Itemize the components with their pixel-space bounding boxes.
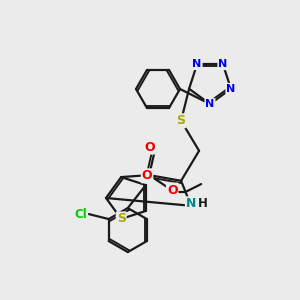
- Text: N: N: [192, 59, 202, 69]
- Text: N: N: [186, 197, 196, 210]
- Text: S: S: [117, 212, 126, 225]
- Text: N: N: [218, 59, 228, 69]
- Text: O: O: [167, 184, 178, 196]
- Text: O: O: [144, 141, 154, 154]
- Text: N: N: [206, 99, 214, 109]
- Text: H: H: [198, 197, 208, 210]
- Text: O: O: [142, 169, 152, 182]
- Text: S: S: [177, 114, 186, 127]
- Text: Cl: Cl: [74, 208, 87, 220]
- Text: N: N: [226, 84, 236, 94]
